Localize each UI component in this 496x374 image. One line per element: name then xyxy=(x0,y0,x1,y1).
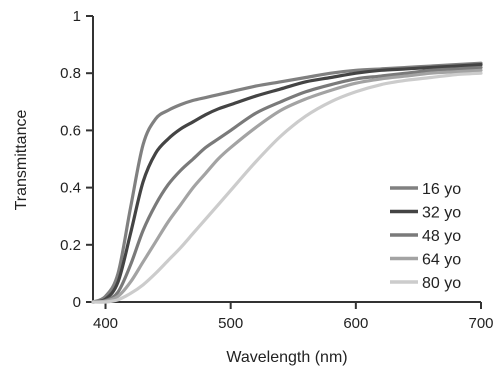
legend-label-48-yo: 48 yo xyxy=(422,228,461,245)
x-tick-label: 700 xyxy=(468,315,493,332)
y-tick-label: 0.6 xyxy=(60,122,81,139)
series-layer xyxy=(91,61,483,304)
legend-label-80-yo: 80 yo xyxy=(422,275,461,292)
y-tick-label: 0 xyxy=(73,294,81,311)
x-tick-label: 600 xyxy=(343,315,368,332)
x-axis-title: Wavelength (nm) xyxy=(226,349,347,366)
y-tick-label: 0.8 xyxy=(60,65,81,82)
series-line-32-yo xyxy=(91,63,483,304)
legend-label-64-yo: 64 yo xyxy=(422,252,461,269)
y-tick-label: 0.2 xyxy=(60,237,81,254)
legend-label-32-yo: 32 yo xyxy=(422,205,461,222)
axes: 0 0.2 0.4 0.6 0.8 1 400 500 600 700 xyxy=(60,8,493,332)
y-axis-title: Transmittance xyxy=(13,110,30,211)
y-tick-label: 0.4 xyxy=(60,180,81,197)
x-tick-label: 400 xyxy=(93,315,118,332)
series-line-80-yo xyxy=(91,71,483,304)
series-line-48-yo xyxy=(91,65,483,304)
x-tick-label: 500 xyxy=(218,315,243,332)
y-tick-label: 1 xyxy=(73,8,81,25)
legend-label-16-yo: 16 yo xyxy=(422,181,461,198)
legend: 16 yo 32 yo 48 yo 64 yo 80 yo xyxy=(390,181,461,292)
series-line-64-yo xyxy=(91,68,483,304)
